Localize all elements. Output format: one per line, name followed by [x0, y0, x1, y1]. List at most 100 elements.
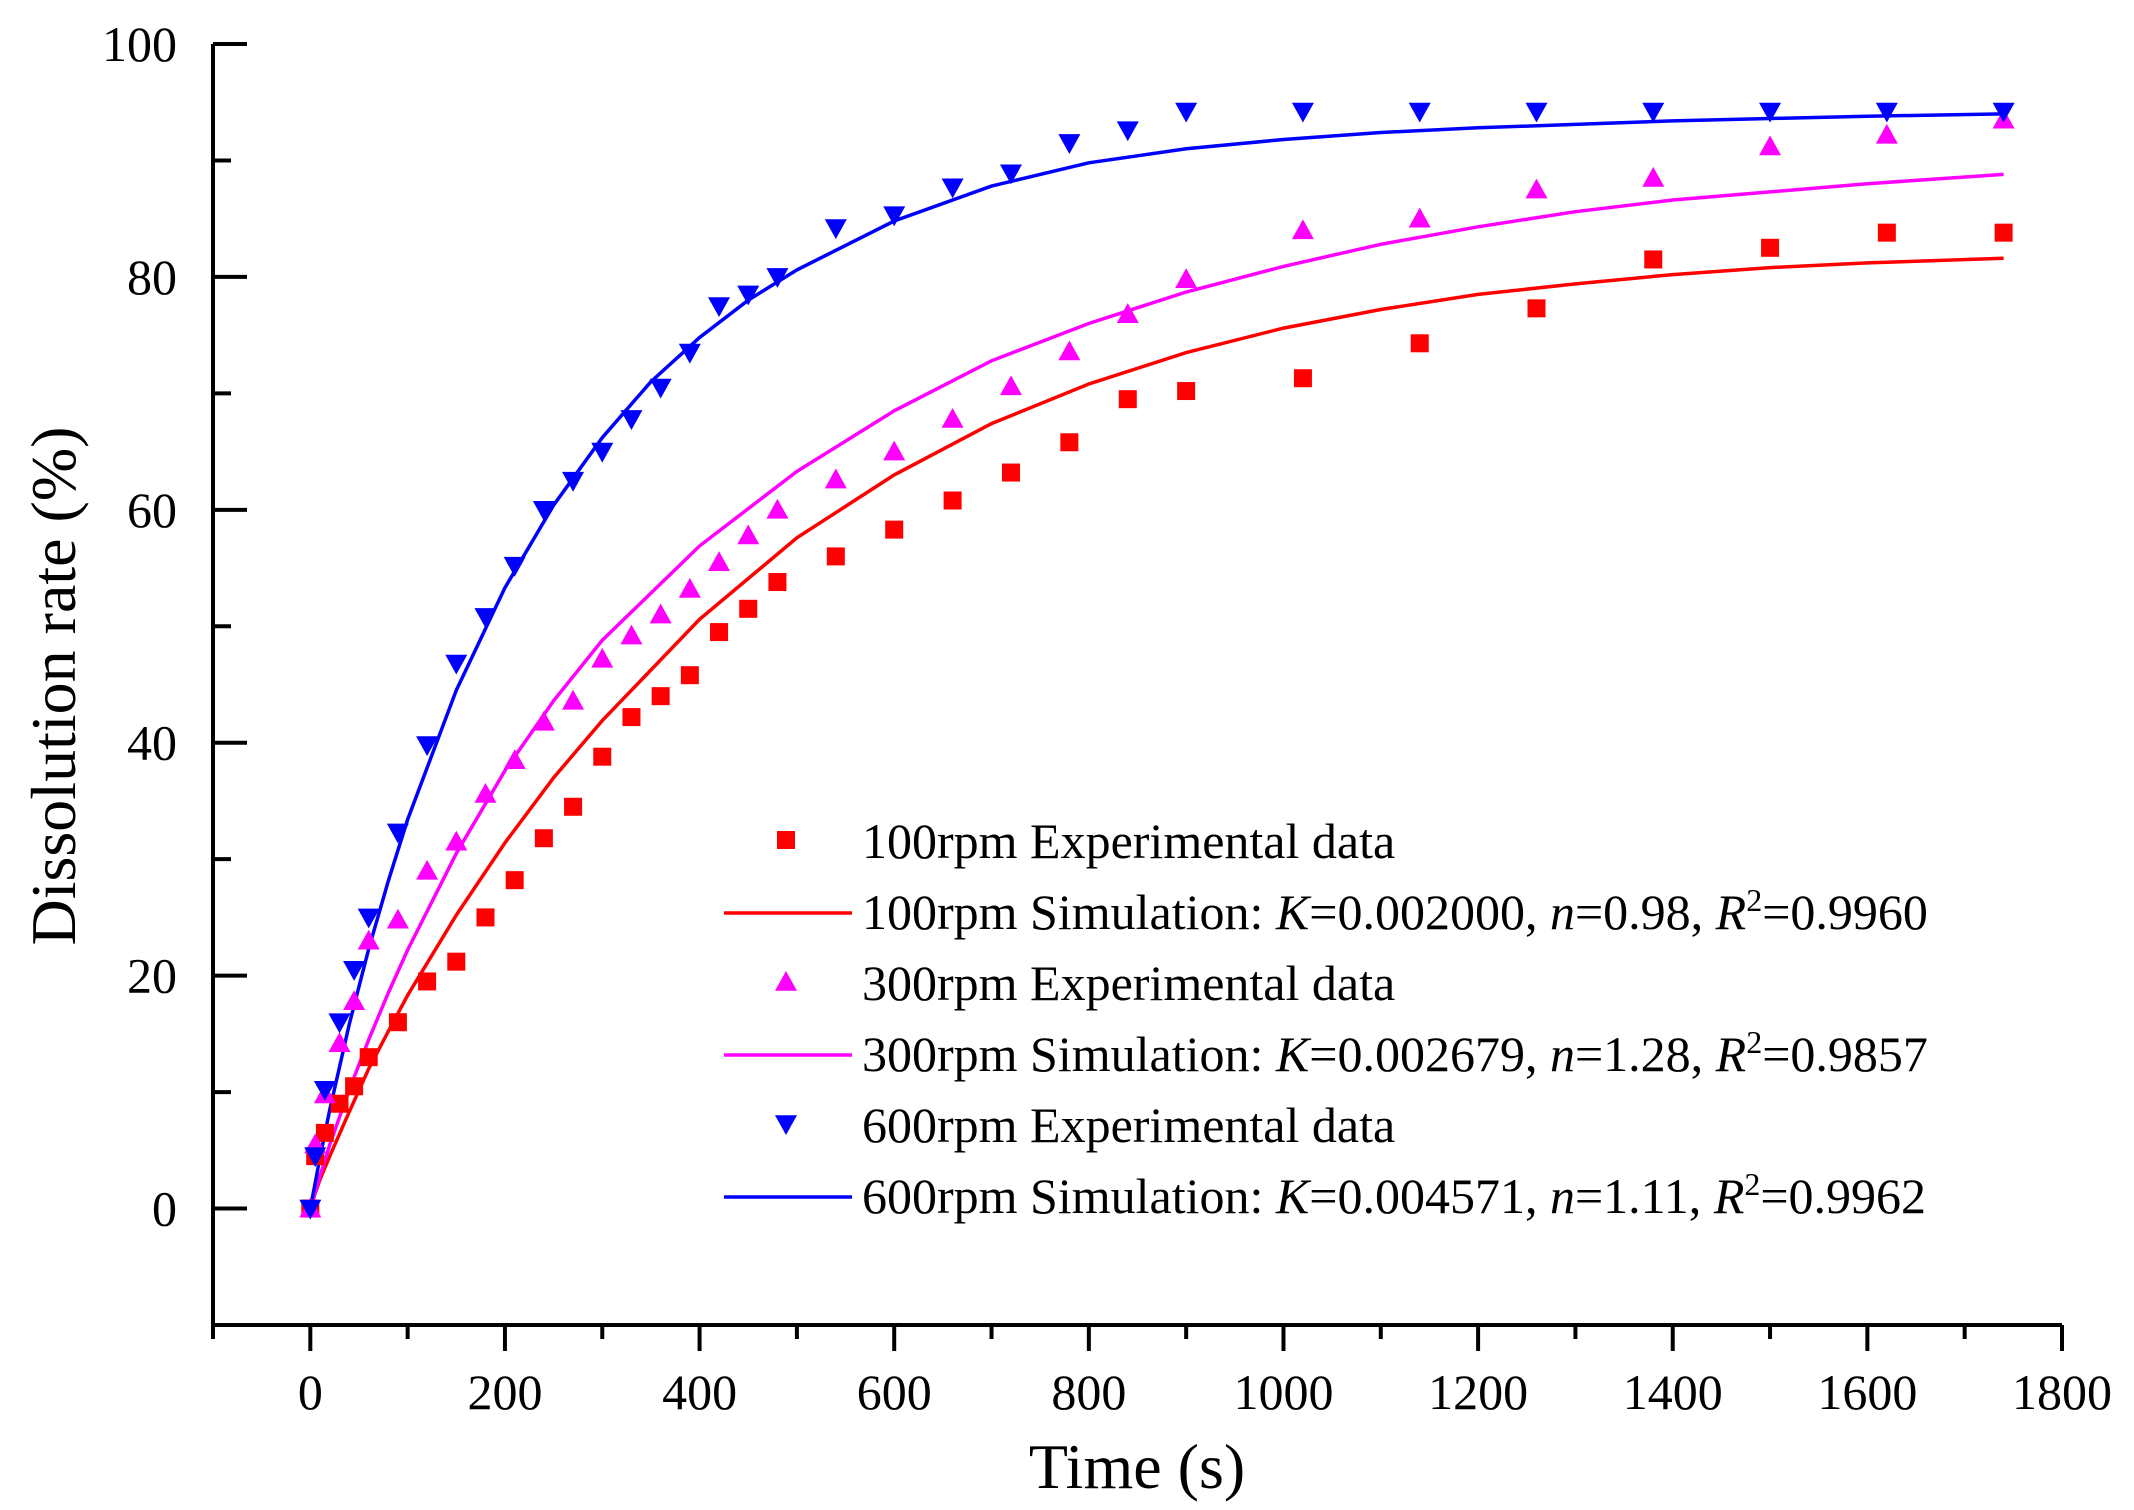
simulation-curve [308, 112, 2004, 1209]
y-tick-label: 40 [127, 715, 177, 771]
data-point [1001, 463, 1020, 482]
data-point [328, 1032, 351, 1052]
data-point [1525, 178, 1548, 199]
data-point [345, 1077, 364, 1096]
x-tick-label: 800 [1051, 1364, 1126, 1420]
data-point [503, 749, 526, 769]
data-point [1642, 102, 1665, 123]
data-point [562, 471, 585, 492]
data-point [885, 520, 904, 539]
data-point [941, 407, 964, 428]
data-point [1410, 334, 1429, 353]
data-point [328, 1013, 351, 1034]
data-point [357, 908, 380, 929]
x-tick-label: 400 [662, 1364, 737, 1420]
experimental-points [299, 102, 2015, 1220]
data-point [1116, 303, 1139, 323]
legend-label: 100rpm Experimental data [862, 813, 1395, 869]
legend-label: 600rpm Experimental data [862, 1097, 1395, 1153]
data-point [357, 929, 380, 950]
data-point [476, 908, 495, 927]
data-point [388, 1013, 407, 1032]
data-point [1644, 250, 1663, 269]
data-point [1291, 102, 1314, 123]
data-point [1759, 102, 1782, 123]
legend-label: 100rpm Simulation: K=0.002000, n=0.98, R… [862, 882, 1928, 940]
data-point [941, 178, 964, 199]
data-point [651, 687, 670, 706]
data-point [883, 206, 906, 227]
data-point [1058, 134, 1081, 154]
legend-marker [777, 831, 795, 849]
data-point [883, 440, 906, 461]
data-point [649, 603, 672, 624]
y-axis-ticks: 0 20 40 60 80 100 [102, 16, 247, 1327]
data-point [445, 654, 468, 675]
y-tick-label: 80 [127, 249, 177, 305]
data-point [739, 599, 758, 618]
simulation-curve [308, 256, 2004, 1210]
data-point [304, 1147, 327, 1168]
x-tick-label: 1800 [2012, 1364, 2112, 1420]
data-point [622, 708, 641, 727]
data-point [1175, 268, 1198, 289]
y-axis-title: Dissolution rate (%) [18, 427, 89, 946]
data-point [708, 551, 731, 572]
data-point [680, 666, 699, 685]
plot-frame [211, 44, 2062, 1327]
data-point [1759, 135, 1782, 156]
data-point [315, 1123, 334, 1142]
data-point [708, 297, 731, 318]
data-point [1642, 166, 1665, 187]
data-point [474, 608, 497, 628]
data-point [1291, 219, 1314, 240]
data-point [649, 378, 672, 399]
data-point [1992, 102, 2015, 123]
data-point [503, 556, 526, 577]
data-point [737, 285, 760, 306]
data-point [1177, 382, 1196, 401]
x-tick-label: 200 [467, 1364, 542, 1420]
data-point [386, 823, 409, 844]
data-point [343, 990, 366, 1011]
data-point [299, 1199, 322, 1220]
data-point [386, 908, 409, 929]
x-tick-label: 1000 [1233, 1364, 1333, 1420]
data-point [1175, 102, 1198, 123]
x-tick-label: 1200 [1428, 1364, 1528, 1420]
data-point [416, 736, 439, 757]
data-point [591, 647, 614, 668]
data-point [313, 1080, 336, 1101]
data-point [1527, 299, 1546, 318]
legend-marker [775, 971, 797, 991]
x-tick-label: 600 [857, 1364, 932, 1420]
data-point [532, 710, 555, 731]
data-point [824, 468, 847, 489]
data-point [737, 524, 760, 545]
x-tick-label: 1400 [1623, 1364, 1723, 1420]
data-point [416, 859, 439, 880]
data-point [999, 375, 1022, 396]
data-point [766, 498, 789, 519]
legend-marker [775, 1115, 797, 1135]
data-point [1060, 433, 1079, 452]
data-point [564, 797, 583, 816]
x-tick-label: 0 [298, 1364, 323, 1420]
data-point [1408, 207, 1431, 228]
data-point [1116, 121, 1139, 142]
data-point [678, 578, 701, 598]
data-point [593, 747, 612, 766]
data-point [1761, 238, 1780, 257]
legend: 100rpm Experimental data 100rpm Simulatio… [724, 813, 1928, 1224]
x-axis-title: Time (s) [1029, 1431, 1245, 1502]
data-point [943, 491, 962, 510]
x-axis-ticks: 0 200 400 600 800 1000 1200 1400 1600 1800 [211, 1325, 2112, 1420]
y-tick-label: 100 [102, 16, 177, 72]
data-point [591, 442, 614, 463]
data-point [826, 547, 845, 566]
data-point [343, 961, 366, 981]
data-point [532, 501, 555, 521]
data-point [678, 343, 701, 364]
data-point [447, 952, 466, 971]
